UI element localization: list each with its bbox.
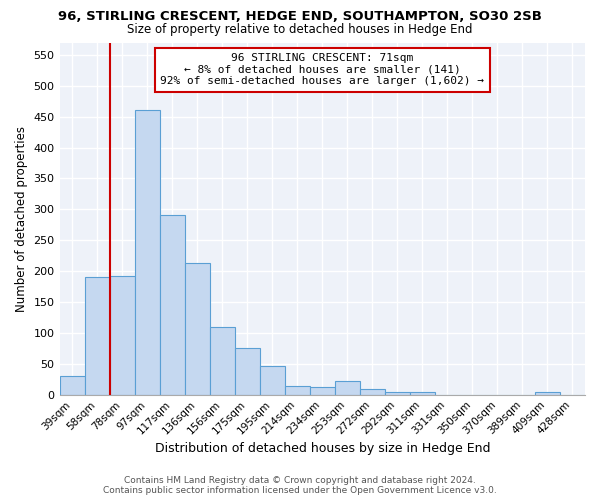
Y-axis label: Number of detached properties: Number of detached properties: [15, 126, 28, 312]
Bar: [360, 389, 385, 394]
Text: 96, STIRLING CRESCENT, HEDGE END, SOUTHAMPTON, SO30 2SB: 96, STIRLING CRESCENT, HEDGE END, SOUTHA…: [58, 10, 542, 23]
Bar: [160, 215, 185, 394]
Bar: [85, 278, 110, 394]
Bar: [134, 110, 160, 395]
Bar: [185, 263, 209, 394]
Bar: [235, 348, 260, 395]
Text: 96 STIRLING CRESCENT: 71sqm
← 8% of detached houses are smaller (141)
92% of sem: 96 STIRLING CRESCENT: 71sqm ← 8% of deta…: [160, 53, 484, 86]
Bar: [110, 276, 134, 394]
Text: Contains HM Land Registry data © Crown copyright and database right 2024.
Contai: Contains HM Land Registry data © Crown c…: [103, 476, 497, 495]
Bar: [59, 376, 85, 394]
Text: Size of property relative to detached houses in Hedge End: Size of property relative to detached ho…: [127, 22, 473, 36]
X-axis label: Distribution of detached houses by size in Hedge End: Distribution of detached houses by size …: [155, 442, 490, 455]
Bar: [209, 327, 235, 394]
Bar: [335, 381, 360, 394]
Bar: [260, 366, 285, 394]
Bar: [310, 388, 335, 394]
Bar: [410, 392, 435, 394]
Bar: [535, 392, 560, 394]
Bar: [385, 392, 410, 394]
Bar: [285, 386, 310, 394]
